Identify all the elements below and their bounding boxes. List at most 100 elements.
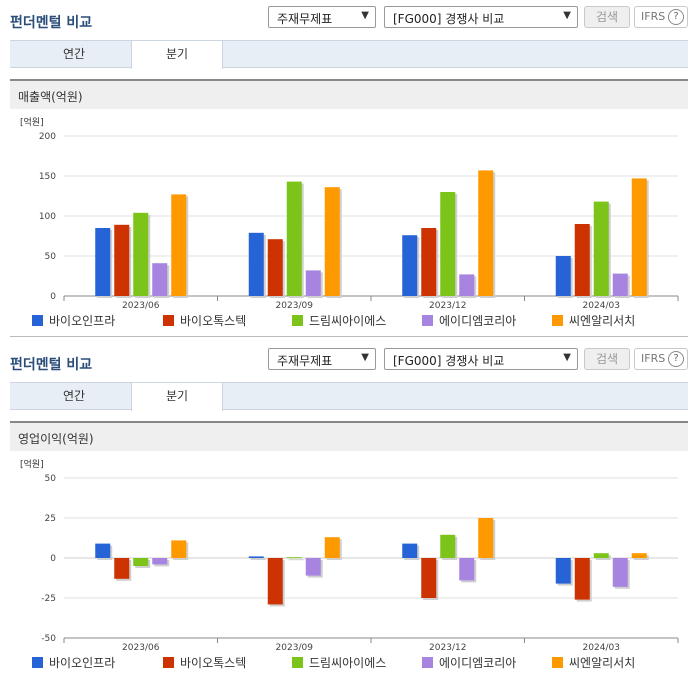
period-tabs: 연간 분기 <box>10 382 688 411</box>
legend-label: 바이오톡스텍 <box>180 314 247 328</box>
bar <box>574 224 590 296</box>
ifrs-label: IFRS <box>641 10 666 23</box>
bar <box>267 239 283 296</box>
legend-item[interactable]: 드림씨아이에스 <box>292 312 386 329</box>
bar <box>152 263 168 296</box>
compare-select[interactable]: [FG000] 경쟁사 비교 ▼ <box>384 348 578 370</box>
bar-shadow <box>250 558 266 560</box>
search-button[interactable]: 검색 <box>584 6 630 28</box>
x-tick-label: 2024/03 <box>583 643 620 652</box>
ifrs-button[interactable]: IFRS ? <box>634 6 688 28</box>
tab-annual[interactable]: 연간 <box>62 389 86 403</box>
help-icon: ? <box>668 351 684 367</box>
y-tick-label: 50 <box>45 474 57 484</box>
legend-item[interactable]: 바이오톡스텍 <box>163 654 246 671</box>
y-tick-label: 150 <box>39 172 56 182</box>
bar <box>478 170 494 296</box>
bar <box>459 274 475 296</box>
x-tick-label: 2023/12 <box>429 301 466 310</box>
legend-swatch <box>422 657 433 668</box>
statement-select[interactable]: 주재무제표 ▼ <box>268 348 376 370</box>
bar <box>402 235 418 296</box>
bar <box>171 540 187 558</box>
revenue-chart: [억원] 0 50 100 150 200 2023/06 2023/09 2023/12 202… <box>20 116 679 310</box>
y-unit-label: [억원] <box>20 116 44 128</box>
y-tick-label: 0 <box>50 292 56 302</box>
bar <box>555 256 571 296</box>
legend-swatch <box>32 315 43 326</box>
bar <box>555 558 571 584</box>
bar <box>421 228 437 296</box>
chevron-down-icon: ▼ <box>361 352 369 363</box>
bar <box>133 212 149 296</box>
section-header: 펀더멘털 비교 주재무제표 ▼ [FG000] 경쟁사 비교 ▼ 검색 IFRS… <box>0 0 696 36</box>
bar <box>286 557 302 559</box>
legend-swatch <box>552 657 563 668</box>
tab-annual[interactable]: 연간 <box>62 47 86 61</box>
legend-item[interactable]: 씨엔알리서치 <box>552 312 635 329</box>
compare-select[interactable]: [FG000] 경쟁사 비교 ▼ <box>384 6 578 28</box>
legend-swatch <box>32 657 43 668</box>
legend-item[interactable]: 에이디엠코리아 <box>422 654 516 671</box>
bar <box>459 558 475 581</box>
bar <box>593 201 609 296</box>
y-tick-label: 50 <box>45 252 57 262</box>
compare-select-value: [FG000] 경쟁사 비교 <box>393 12 505 26</box>
chart-title-bar: 영업이익(억원) <box>10 421 688 451</box>
tab-quarterly[interactable]: 분기 <box>131 382 223 411</box>
y-tick-label: 0 <box>50 554 56 564</box>
x-tick-label: 2023/09 <box>276 643 314 652</box>
operating-profit-chart: [억원] -50 -25 0 25 50 2023/06 2023/09 2023/12 2024… <box>20 458 679 652</box>
chart-title-bar: 매출액(억원) <box>10 79 688 109</box>
statement-select[interactable]: 주재무제표 ▼ <box>268 6 376 28</box>
period-tabs: 연간 분기 <box>10 40 688 69</box>
y-tick-label: 100 <box>39 212 56 222</box>
legend-item[interactable]: 에이디엠코리아 <box>422 312 516 329</box>
chevron-down-icon: ▼ <box>563 10 571 21</box>
legend-item[interactable]: 씨엔알리서치 <box>552 654 635 671</box>
y-tick-label: 25 <box>45 514 56 524</box>
legend-swatch <box>552 315 563 326</box>
tab-quarterly[interactable]: 분기 <box>131 40 223 69</box>
section-title: 펀더멘털 비교 <box>10 15 93 31</box>
legend-item[interactable]: 바이오인프라 <box>32 654 115 671</box>
divider <box>10 336 688 337</box>
y-tick-label: -50 <box>41 634 56 644</box>
ifrs-button[interactable]: IFRS ? <box>634 348 688 370</box>
bar <box>631 178 647 296</box>
bar <box>631 553 647 558</box>
bar <box>324 537 340 558</box>
bar <box>286 181 302 296</box>
legend-item[interactable]: 바이오인프라 <box>32 312 115 329</box>
section-header: 펀더멘털 비교 주재무제표 ▼ [FG000] 경쟁사 비교 ▼ 검색 IFRS… <box>0 342 696 378</box>
legend-label: 에이디엠코리아 <box>439 656 517 670</box>
y-unit-label: [억원] <box>20 458 44 470</box>
legend-item[interactable]: 바이오톡스텍 <box>163 312 246 329</box>
bar <box>95 228 111 296</box>
legend-item[interactable]: 드림씨아이에스 <box>292 654 386 671</box>
statement-select-value: 주재무제표 <box>277 354 333 368</box>
bar <box>440 534 456 558</box>
bar <box>612 558 628 587</box>
bar <box>440 192 456 296</box>
bar <box>133 558 149 566</box>
legend-swatch <box>292 315 303 326</box>
x-tick-label: 2023/06 <box>122 643 160 652</box>
y-tick-label: 200 <box>39 132 56 142</box>
compare-select-value: [FG000] 경쟁사 비교 <box>393 354 505 368</box>
legend-label: 바이오인프라 <box>49 656 116 670</box>
legend-swatch <box>422 315 433 326</box>
bar <box>305 270 321 296</box>
legend-label: 에이디엠코리아 <box>439 314 517 328</box>
bar <box>612 273 628 296</box>
x-tick-label: 2023/06 <box>122 301 160 310</box>
chevron-down-icon: ▼ <box>361 10 369 21</box>
chevron-down-icon: ▼ <box>563 352 571 363</box>
statement-select-value: 주재무제표 <box>277 12 333 26</box>
x-tick-label: 2023/12 <box>429 643 466 652</box>
legend-label: 바이오톡스텍 <box>180 656 247 670</box>
bar <box>248 232 264 296</box>
search-button[interactable]: 검색 <box>584 348 630 370</box>
legend-swatch <box>163 657 174 668</box>
help-icon: ? <box>668 9 684 25</box>
